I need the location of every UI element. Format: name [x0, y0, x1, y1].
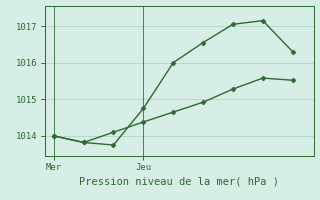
X-axis label: Pression niveau de la mer( hPa ): Pression niveau de la mer( hPa )	[79, 176, 279, 186]
